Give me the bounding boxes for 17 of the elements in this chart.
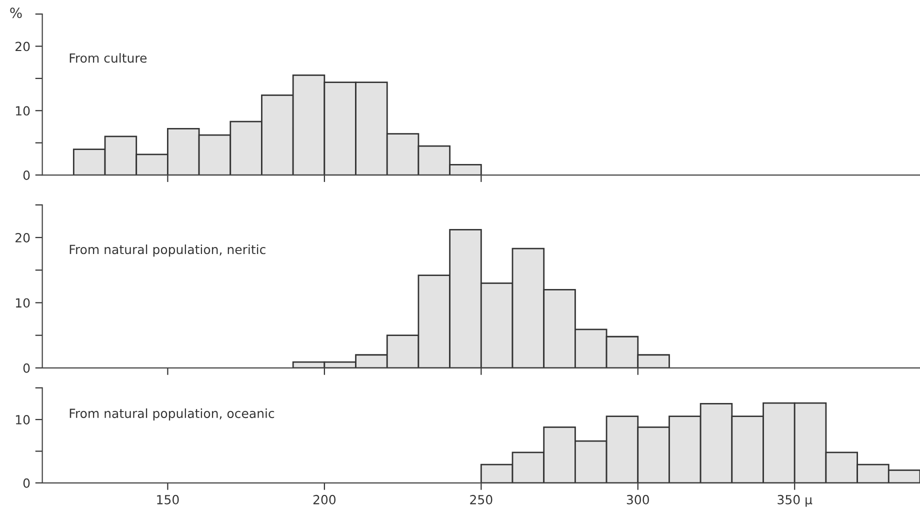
y-tick-label: 20 bbox=[16, 42, 30, 52]
y-tick-label: 0 bbox=[23, 170, 30, 180]
y-tick-label: 0 bbox=[23, 478, 30, 488]
x-tick-label: 350 μ bbox=[778, 494, 812, 507]
y-tick-label: 10 bbox=[16, 298, 30, 308]
x-tick-label: 300 bbox=[626, 494, 649, 504]
text: From natural population, neritic bbox=[70, 244, 266, 257]
x-tick-label: 150 bbox=[157, 494, 179, 504]
text: From culture bbox=[70, 53, 147, 63]
y-tick-label: 10 bbox=[16, 415, 30, 424]
y-tick-label: 0 bbox=[23, 363, 30, 373]
y-tick-label: 10 bbox=[16, 106, 30, 116]
y-axis-title: % bbox=[10, 8, 22, 18]
y-tick-label: 20 bbox=[16, 232, 30, 242]
x-tick-label: 200 bbox=[313, 494, 336, 504]
x-tick-label: 250 bbox=[470, 494, 492, 504]
text: From natural population, oceanic bbox=[70, 408, 274, 421]
